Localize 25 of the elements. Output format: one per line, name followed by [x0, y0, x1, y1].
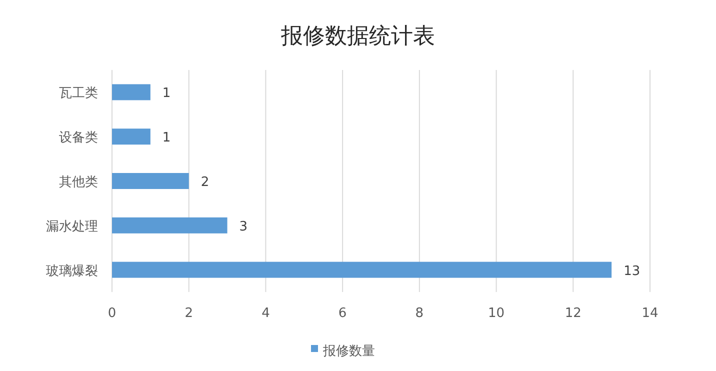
legend-label: 报修数量 [322, 344, 375, 359]
bar [112, 84, 150, 100]
y-tick-label: 其他类 [59, 175, 98, 190]
bar [112, 262, 612, 278]
x-tick-label: 14 [642, 306, 658, 321]
x-tick-label: 4 [262, 306, 270, 321]
y-tick-label: 玻璃爆裂 [46, 264, 98, 279]
x-tick-label: 0 [108, 306, 116, 321]
bar [112, 173, 189, 189]
y-tick-label: 漏水处理 [46, 219, 98, 234]
data-label: 1 [162, 130, 171, 146]
bar [112, 128, 150, 145]
x-tick-label: 10 [488, 306, 505, 321]
data-label: 2 [200, 175, 210, 190]
data-label: 3 [239, 219, 248, 234]
bar [112, 217, 228, 234]
x-tick-label: 12 [564, 306, 582, 321]
x-tick-label: 6 [338, 306, 347, 321]
x-tick-label: 2 [184, 306, 193, 321]
x-tick-label: 8 [415, 306, 424, 321]
y-tick-label: 瓦工类 [59, 86, 98, 102]
chart-title: 报修数据统计表 [280, 24, 435, 49]
data-label: 13 [624, 264, 640, 279]
y-tick-label: 设备类 [59, 130, 98, 146]
data-label: 1 [162, 86, 171, 102]
